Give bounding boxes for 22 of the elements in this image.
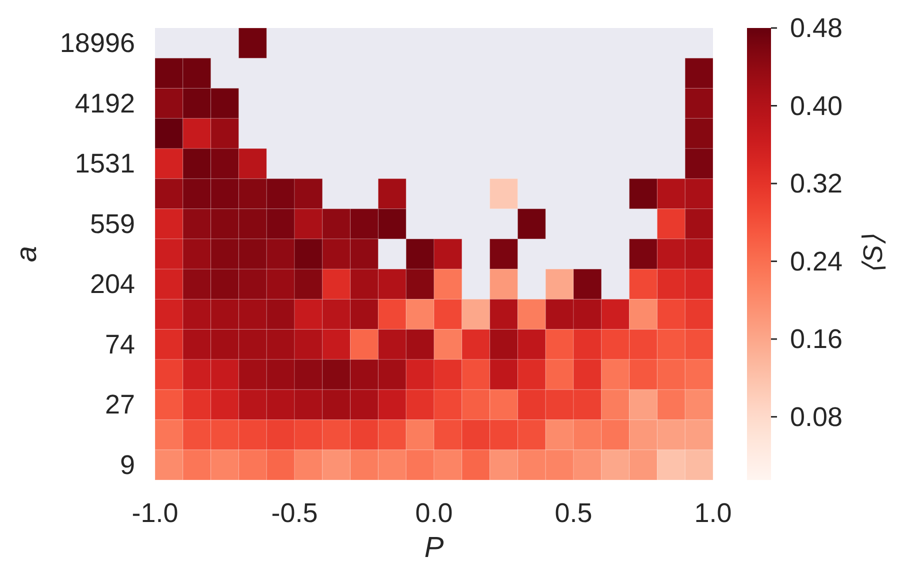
y-axis-title: a [11, 246, 43, 262]
y-tick-label: 1531 [74, 148, 135, 179]
color-bar-label: 0.24 [790, 246, 843, 276]
y-tick-label: 74 [104, 329, 135, 360]
y-tick-label: 18996 [60, 28, 135, 58]
color-bar-label: 0.32 [790, 168, 843, 199]
y-tick-label: 204 [90, 269, 135, 300]
x-tick-label: -1.0 [132, 498, 178, 528]
x-tick-label: -0.5 [271, 498, 318, 528]
x-axis-title: P [424, 532, 444, 564]
x-tick-label: 0.5 [554, 498, 592, 528]
color-bar-label: 0.08 [790, 402, 843, 432]
color-bar-label: 0.40 [790, 90, 843, 121]
color-bar-label: 0.16 [790, 324, 843, 354]
color-bar-label: 0.48 [790, 13, 843, 43]
y-tick-label: 27 [104, 390, 135, 420]
y-tick-label: 4192 [74, 88, 135, 118]
x-tick-label: 1.0 [694, 498, 732, 528]
x-tick-label: 0.0 [415, 498, 453, 528]
color-bar-title: ⟨S⟩ [858, 234, 888, 274]
y-tick-label: 9 [120, 450, 135, 480]
y-tick-label: 559 [90, 208, 135, 239]
